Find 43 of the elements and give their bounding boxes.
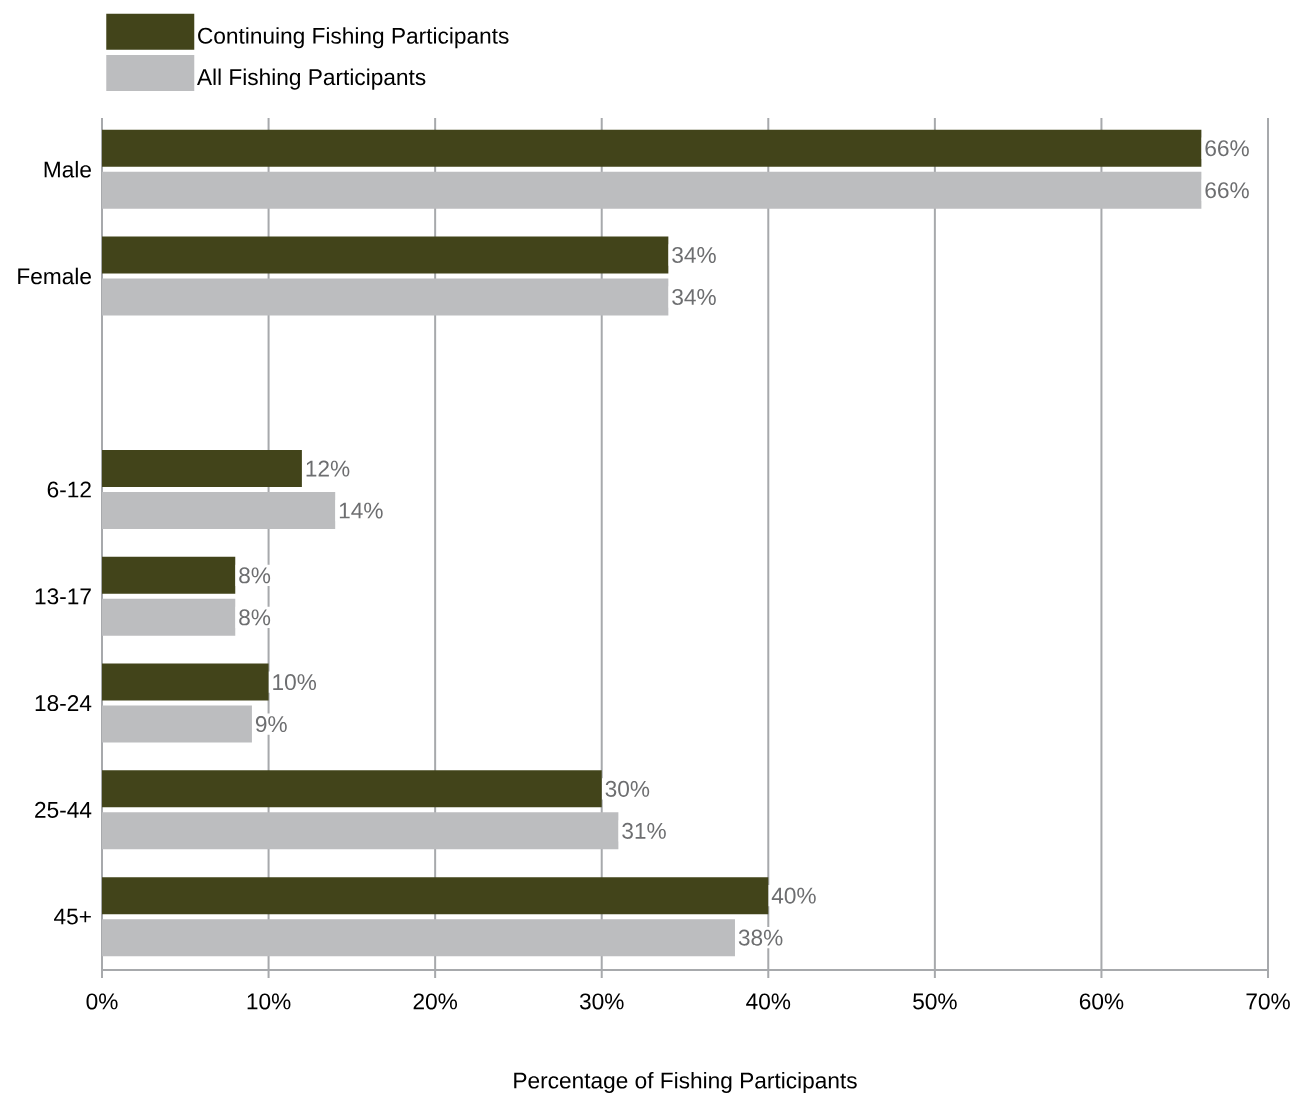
y-tick-label: Male: [44, 160, 91, 178]
bar: [102, 236, 669, 274]
data-label: 30%: [605, 780, 650, 797]
bar: [102, 278, 669, 316]
y-tick-label: 25-44: [35, 801, 92, 818]
bar: [102, 171, 1202, 209]
x-tick-label: 30%: [579, 993, 624, 1010]
data-label: 8%: [239, 567, 271, 584]
data-label: 12%: [306, 460, 350, 477]
data-label: 14%: [339, 502, 383, 519]
bar: [102, 129, 1202, 167]
y-tick-label: 45+: [54, 908, 91, 925]
y-tick-label: 13-17: [35, 588, 91, 605]
legend-label: All Fishing Participants: [196, 68, 426, 90]
legend-label: Continuing Fishing Participants: [198, 27, 509, 49]
bar: [102, 770, 602, 808]
data-label: 31%: [622, 822, 666, 839]
bar: [102, 877, 769, 915]
x-tick-label: 40%: [746, 993, 791, 1010]
data-label: 10%: [273, 674, 317, 691]
data-label: 34%: [672, 246, 716, 264]
bar: [102, 705, 252, 743]
data-label: 66%: [1205, 182, 1249, 199]
x-tick-label: 0%: [86, 993, 118, 1010]
bar: [102, 919, 735, 957]
bar: [102, 812, 619, 850]
x-axis-title: Percentage of Fishing Participants: [514, 1071, 857, 1094]
data-label: 8%: [239, 609, 271, 626]
data-label: 9%: [255, 716, 287, 733]
bar: [102, 663, 269, 701]
bar: [102, 492, 336, 530]
x-tick-label: 50%: [913, 993, 957, 1010]
data-label: 38%: [738, 929, 783, 946]
x-tick-label: 20%: [413, 993, 458, 1010]
x-tick-label: 70%: [1246, 993, 1290, 1010]
x-tick-label: 10%: [247, 993, 291, 1010]
y-tick-label: 18-24: [35, 695, 92, 712]
x-tick-label: 60%: [1079, 993, 1124, 1010]
data-label: 40%: [771, 887, 816, 904]
data-label: 34%: [672, 288, 716, 306]
y-tick-label: Female: [18, 267, 91, 285]
data-label: 66%: [1205, 140, 1249, 157]
y-tick-label: 6-12: [47, 481, 91, 498]
